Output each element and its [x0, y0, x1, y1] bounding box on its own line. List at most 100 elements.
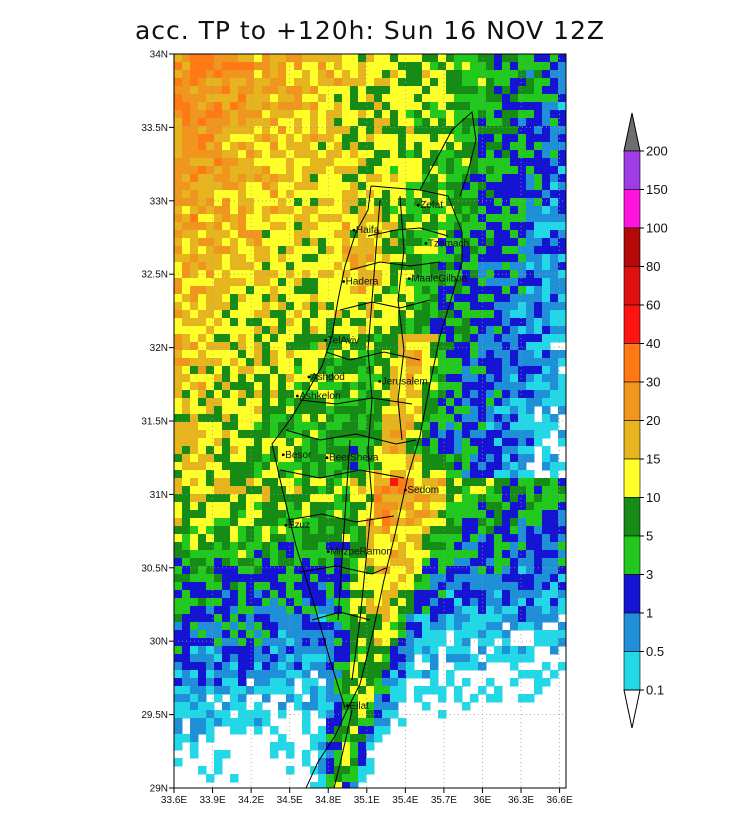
precip-cell [470, 446, 479, 455]
precip-cell [438, 550, 447, 559]
precip-cell [230, 182, 239, 191]
precip-cell [446, 206, 455, 215]
precip-cell [294, 190, 303, 199]
precip-cell [542, 638, 551, 647]
precip-cell [254, 534, 263, 543]
precip-cell [438, 110, 447, 119]
precip-cell [542, 606, 551, 615]
precip-cell [254, 702, 263, 711]
precip-cell [446, 582, 455, 591]
precip-cell [350, 414, 359, 423]
precip-cell [334, 390, 343, 399]
precip-cell [486, 638, 495, 647]
precip-cell [398, 150, 407, 159]
precip-cell [182, 734, 191, 743]
precip-cell [398, 70, 407, 79]
precip-cell [454, 350, 463, 359]
precip-cell [254, 166, 263, 175]
precip-cell [278, 406, 287, 415]
precip-cell [198, 582, 207, 591]
precip-cell [198, 110, 207, 119]
precip-cell [390, 510, 399, 519]
precip-cell [326, 86, 335, 95]
precip-cell [382, 422, 391, 431]
precip-cell [422, 350, 431, 359]
precip-cell [526, 102, 535, 111]
precip-cell [542, 502, 551, 511]
precip-cell [414, 342, 423, 351]
precip-cell [414, 318, 423, 327]
precip-cell [422, 62, 431, 71]
precip-cell [254, 438, 263, 447]
precip-cell [254, 294, 263, 303]
precip-cell [230, 414, 239, 423]
precip-cell [470, 454, 479, 463]
precip-cell [438, 86, 447, 95]
precip-cell [422, 478, 431, 487]
precip-cell [486, 542, 495, 551]
precip-cell [510, 462, 519, 471]
precip-cell [534, 670, 543, 679]
city-marker [407, 277, 411, 281]
precip-cell [238, 110, 247, 119]
precip-cell [494, 254, 503, 263]
precip-cell [198, 182, 207, 191]
precip-cell [350, 158, 359, 167]
precip-cell [550, 134, 559, 143]
precip-cell [446, 406, 455, 415]
precip-cell [550, 54, 559, 63]
precip-cell [294, 182, 303, 191]
precip-cell [190, 182, 199, 191]
precip-cell [334, 758, 343, 767]
precip-cell [334, 326, 343, 335]
precip-cell [486, 462, 495, 471]
precip-cell [374, 382, 383, 391]
precip-cell [230, 102, 239, 111]
precip-cell [286, 766, 295, 775]
precip-cell [502, 286, 511, 295]
y-tick-label: 33N [150, 196, 168, 207]
precip-cell [534, 254, 543, 263]
precip-cell [470, 566, 479, 575]
precip-cell [462, 246, 471, 255]
precip-cell [270, 238, 279, 247]
precip-cell [374, 118, 383, 127]
precip-cell [206, 94, 215, 103]
precip-cell [310, 78, 319, 87]
precip-cell [462, 470, 471, 479]
precip-cell [422, 502, 431, 511]
x-tick-label: 34.8E [315, 795, 341, 806]
precip-cell [182, 590, 191, 599]
precip-cell [526, 278, 535, 287]
district-7 [279, 469, 405, 479]
precip-cell [422, 262, 431, 271]
precip-cell [510, 582, 519, 591]
precip-cell [558, 214, 566, 223]
precip-cell [446, 678, 455, 687]
precip-cell [542, 630, 551, 639]
district-3 [339, 299, 431, 311]
precip-cell [318, 358, 327, 367]
precip-cell [414, 110, 423, 119]
precip-cell [278, 526, 287, 535]
precip-cell [486, 382, 495, 391]
precip-cell [182, 534, 191, 543]
precip-cell [334, 310, 343, 319]
precip-cell [294, 350, 303, 359]
precip-cell [182, 366, 191, 375]
precip-cell [326, 294, 335, 303]
precip-cell [550, 358, 559, 367]
precip-cell [542, 54, 551, 63]
precip-cell [286, 302, 295, 311]
precip-cell [390, 574, 399, 583]
precip-cell [558, 222, 566, 231]
precip-cell [342, 166, 351, 175]
precip-cell [534, 302, 543, 311]
precip-cell [198, 358, 207, 367]
precip-cell [246, 542, 255, 551]
precip-cell [446, 262, 455, 271]
precip-cell [294, 166, 303, 175]
precip-cell [214, 574, 223, 583]
x-tick-label: 34.5E [277, 795, 303, 806]
precip-cell [462, 366, 471, 375]
